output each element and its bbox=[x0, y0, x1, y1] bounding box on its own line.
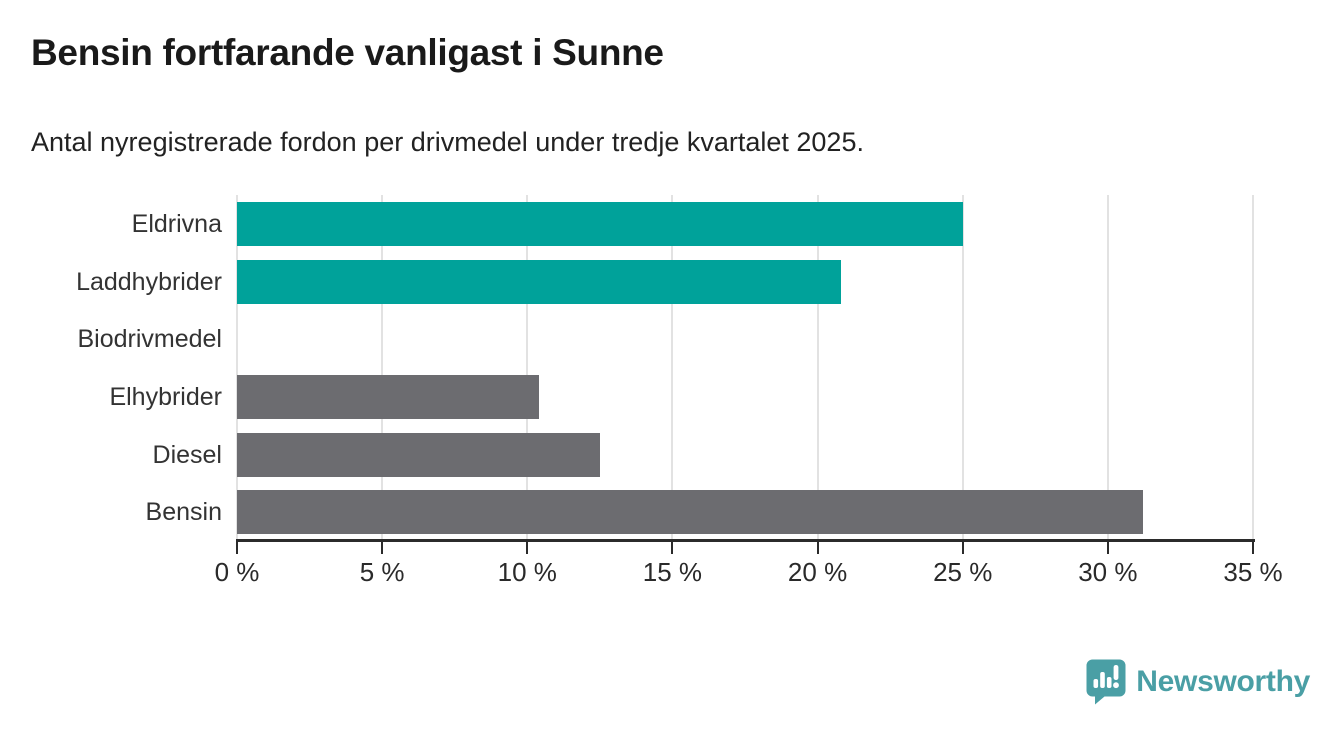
x-tick-label-0: 0 % bbox=[214, 557, 260, 587]
x-tick-30 bbox=[1106, 542, 1109, 554]
x-tick-15 bbox=[671, 542, 674, 554]
x-tick-label-25: 25 % bbox=[933, 557, 993, 587]
x-tick-35 bbox=[1252, 542, 1254, 554]
category-label-biodrivmedel: Biodrivmedel bbox=[77, 325, 222, 354]
y-axis-labels: Eldrivna Laddhybrider Biodrivmedel Elhybrid… bbox=[0, 195, 222, 541]
gridline-10 bbox=[526, 195, 529, 541]
x-tick-10 bbox=[526, 542, 529, 554]
x-tick-label-35: 35 % bbox=[1223, 557, 1283, 587]
x-tick-20 bbox=[816, 542, 819, 554]
gridline-0 bbox=[236, 195, 238, 541]
x-tick-label-10: 10 % bbox=[497, 557, 557, 587]
gridline-35 bbox=[1252, 195, 1254, 541]
bar-diesel bbox=[237, 432, 600, 477]
x-tick-0 bbox=[236, 542, 238, 554]
x-tick-label-20: 20 % bbox=[787, 557, 848, 587]
brand-logo: Newsworthy bbox=[1085, 658, 1310, 705]
bar-elhybrider bbox=[237, 374, 539, 419]
bar-eldrivna bbox=[237, 201, 963, 246]
gridline-25 bbox=[961, 195, 964, 541]
bar-bensin bbox=[237, 490, 1143, 535]
brand-name: Newsworthy bbox=[1136, 664, 1310, 698]
bar-laddhybrider bbox=[237, 259, 841, 304]
x-tick-25 bbox=[961, 542, 964, 554]
gridline-30 bbox=[1106, 195, 1109, 541]
newsworthy-speech-bubble-chart-icon bbox=[1086, 659, 1126, 705]
x-tick-label-30: 30 % bbox=[1078, 557, 1138, 587]
category-label-eldrivna: Eldrivna bbox=[131, 209, 222, 238]
x-tick-label-5: 5 % bbox=[359, 557, 405, 587]
x-axis-line bbox=[236, 539, 1255, 542]
chart-subtitle: Antal nyregistrerade fordon per drivmede… bbox=[31, 127, 864, 157]
category-label-bensin: Bensin bbox=[145, 498, 222, 527]
x-tick-5 bbox=[381, 542, 384, 554]
category-label-elhybrider: Elhybrider bbox=[109, 382, 222, 411]
x-tick-label-15: 15 % bbox=[642, 557, 703, 587]
category-label-diesel: Diesel bbox=[152, 440, 222, 469]
plot-area bbox=[236, 195, 1254, 541]
gridline-20 bbox=[816, 195, 819, 541]
chart-title: Bensin fortfarande vanligast i Sunne bbox=[31, 32, 664, 73]
category-label-laddhybrider: Laddhybrider bbox=[76, 267, 222, 296]
gridline-15 bbox=[671, 195, 674, 541]
gridline-5 bbox=[381, 195, 384, 541]
